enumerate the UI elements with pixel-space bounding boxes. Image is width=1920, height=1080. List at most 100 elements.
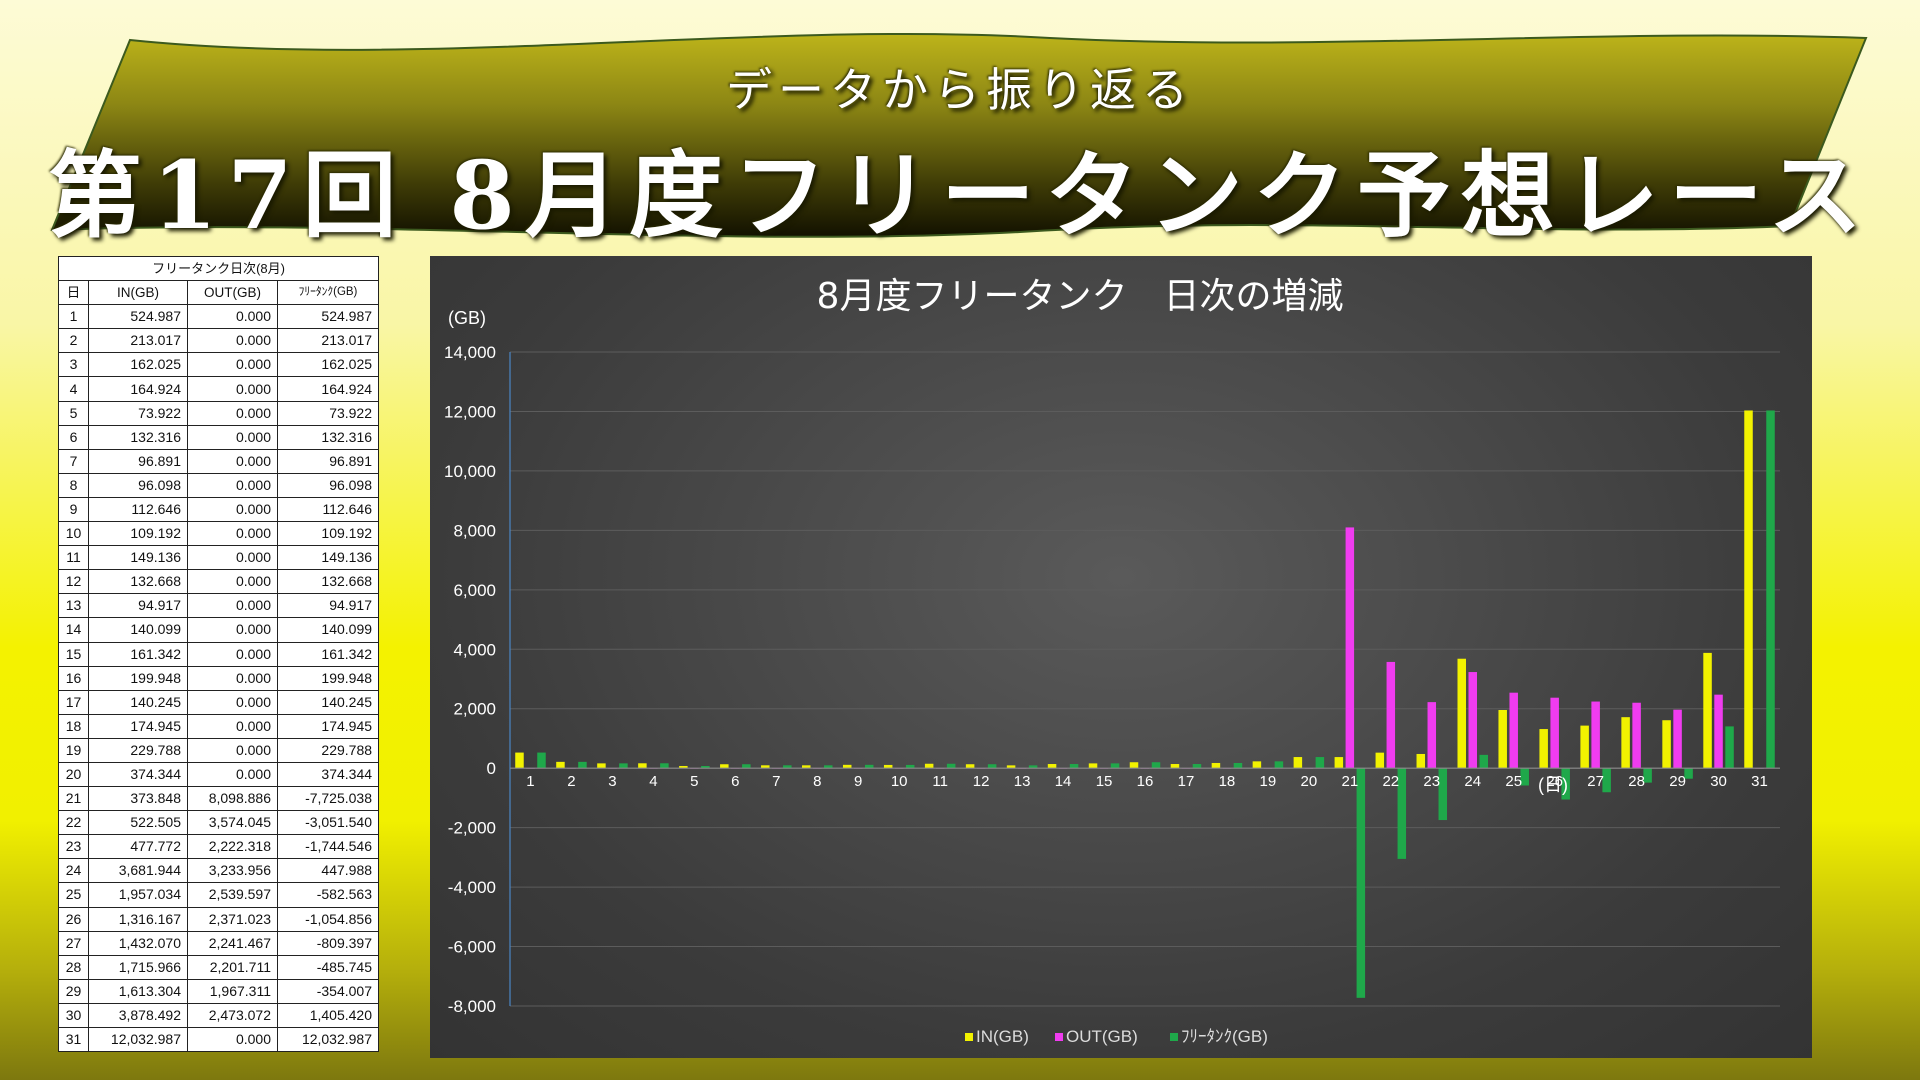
- chart-panel: 8月度フリータンク 日次の増減 (GB) 14,000 12,000 10,000 8…: [430, 256, 1812, 1058]
- day-cell: 16: [58, 665, 89, 691]
- in-cell: 112.646: [88, 496, 188, 523]
- day-cell: 22: [58, 810, 89, 836]
- y-tick-label: -6,000: [448, 938, 496, 957]
- bar-freetank-day-23: [1438, 768, 1448, 821]
- freetank-cell: -7,725.038: [276, 786, 380, 812]
- bar-in-day-9: [842, 764, 852, 769]
- x-tick-label: 27: [1587, 773, 1604, 790]
- table-row: 7 96.891 0.000 96.891: [58, 448, 380, 474]
- freetank-cell: 199.948: [276, 665, 380, 691]
- freetank-cell: 174.945: [276, 713, 380, 739]
- y-tick-label: 2,000: [453, 700, 496, 719]
- x-tick-label: 14: [1055, 773, 1072, 790]
- freetank-cell: -582.563: [276, 882, 380, 908]
- bar-freetank-day-17: [1192, 764, 1202, 769]
- in-cell: 213.017: [88, 328, 188, 354]
- x-tick-label: 23: [1423, 773, 1440, 790]
- in-cell: 162.025: [88, 352, 188, 378]
- in-cell: 1,957.034: [88, 882, 188, 908]
- x-tick-label: 8: [813, 773, 821, 790]
- bar-out-day-22: [1386, 661, 1396, 769]
- x-tick-label: 1: [526, 773, 534, 790]
- in-cell: 149.136: [88, 545, 188, 571]
- out-cell: 0.000: [187, 376, 278, 402]
- in-cell: 524.987: [88, 304, 188, 330]
- bar-freetank-day-3: [619, 763, 628, 769]
- day-cell: 10: [58, 521, 89, 547]
- bar-in-day-11: [924, 763, 934, 769]
- day-cell: 4: [58, 376, 89, 402]
- out-cell: 0.000: [187, 496, 278, 523]
- legend-label: OUT(GB): [1066, 1027, 1138, 1046]
- freetank-cell: 164.924: [276, 376, 380, 402]
- x-tick-label: 18: [1219, 773, 1236, 790]
- day-cell: 21: [58, 786, 89, 812]
- day-cell: 7: [58, 448, 89, 474]
- in-cell: 96.891: [88, 448, 188, 474]
- in-cell: 164.924: [88, 376, 188, 402]
- x-tick-label: 21: [1341, 773, 1358, 790]
- table-row: 19 229.788 0.000 229.788: [58, 737, 380, 763]
- day-cell: 24: [58, 858, 89, 884]
- freetank-cell: 162.025: [276, 352, 380, 378]
- bar-out-day-24: [1468, 672, 1477, 769]
- out-cell: 0.000: [187, 665, 278, 691]
- bar-out-day-27: [1591, 701, 1600, 769]
- out-cell: 2,222.318: [187, 834, 278, 860]
- legend-label: IN(GB): [976, 1027, 1029, 1046]
- bar-freetank-day-15: [1110, 763, 1120, 769]
- bar-out-day-29: [1673, 709, 1682, 769]
- bar-in-day-5: [679, 765, 688, 769]
- out-cell: 3,574.045: [187, 810, 278, 836]
- y-tick-label: 8,000: [453, 521, 496, 540]
- freetank-cell: 140.245: [276, 689, 380, 715]
- table-row: 13 94.917 0.000 94.917: [58, 593, 380, 619]
- y-tick-label: 10,000: [444, 462, 496, 481]
- bar-out-day-21: [1345, 527, 1355, 769]
- table-row: 12 132.668 0.000 132.668: [58, 569, 380, 595]
- table-row: 6 132.316 0.000 132.316: [58, 424, 380, 450]
- gridlines: [510, 351, 1780, 1007]
- out-cell: 0.000: [187, 761, 278, 788]
- bar-freetank-day-4: [660, 763, 669, 769]
- bar-freetank-day-24: [1479, 754, 1488, 769]
- in-cell: 3,681.944: [88, 858, 188, 884]
- x-tick-label: 25: [1505, 773, 1522, 790]
- day-cell: 1: [58, 304, 89, 330]
- banner-subtitle: データから振り返る: [726, 63, 1194, 117]
- in-cell: 522.505: [88, 810, 188, 836]
- out-cell: 2,371.023: [187, 906, 278, 932]
- in-cell: 132.668: [88, 569, 188, 595]
- x-tick-label: 3: [608, 773, 616, 790]
- bar-freetank-day-1: [537, 752, 546, 769]
- legend-swatch: [1055, 1033, 1063, 1041]
- x-axis: 1 2 3 4 5 6 7 8 9 10 11 12 13 14 15 16 17 18 19 20 21 22 23 24 2…: [510, 767, 1780, 790]
- freetank-cell: 132.668: [276, 569, 380, 595]
- bar-in-day-13: [1006, 765, 1016, 769]
- out-cell: 0.000: [187, 1026, 278, 1053]
- x-tick-label: 4: [649, 773, 657, 790]
- out-cell: 0.000: [187, 424, 278, 450]
- title-banner: [50, 32, 1868, 238]
- day-cell: 30: [58, 1002, 89, 1029]
- table-row: 28 1,715.966 2,201.711 -485.745: [58, 954, 380, 980]
- day-cell: 9: [58, 496, 89, 523]
- day-cell: 15: [58, 641, 89, 667]
- day-cell: 19: [58, 737, 89, 763]
- table-row: 11 149.136 0.000 149.136: [58, 545, 380, 571]
- bar-freetank-day-6: [742, 764, 751, 769]
- y-tick-label: 14,000: [444, 343, 496, 362]
- out-cell: 2,201.711: [187, 954, 278, 980]
- freetank-cell: 96.098: [276, 472, 380, 498]
- out-cell: 0.000: [187, 569, 278, 595]
- freetank-cell: 524.987: [276, 304, 380, 330]
- table-row: 4 164.924 0.000 164.924: [58, 376, 380, 402]
- day-cell: 25: [58, 882, 89, 908]
- bar-in-day-6: [720, 764, 729, 769]
- y-tick-label: -2,000: [448, 819, 496, 838]
- in-cell: 3,878.492: [88, 1002, 188, 1029]
- table-row: 21 373.848 8,098.886 -7,725.038: [58, 786, 380, 812]
- out-cell: 0.000: [187, 737, 278, 763]
- bar-freetank-day-5: [701, 765, 710, 769]
- bar-freetank-day-22: [1397, 768, 1407, 859]
